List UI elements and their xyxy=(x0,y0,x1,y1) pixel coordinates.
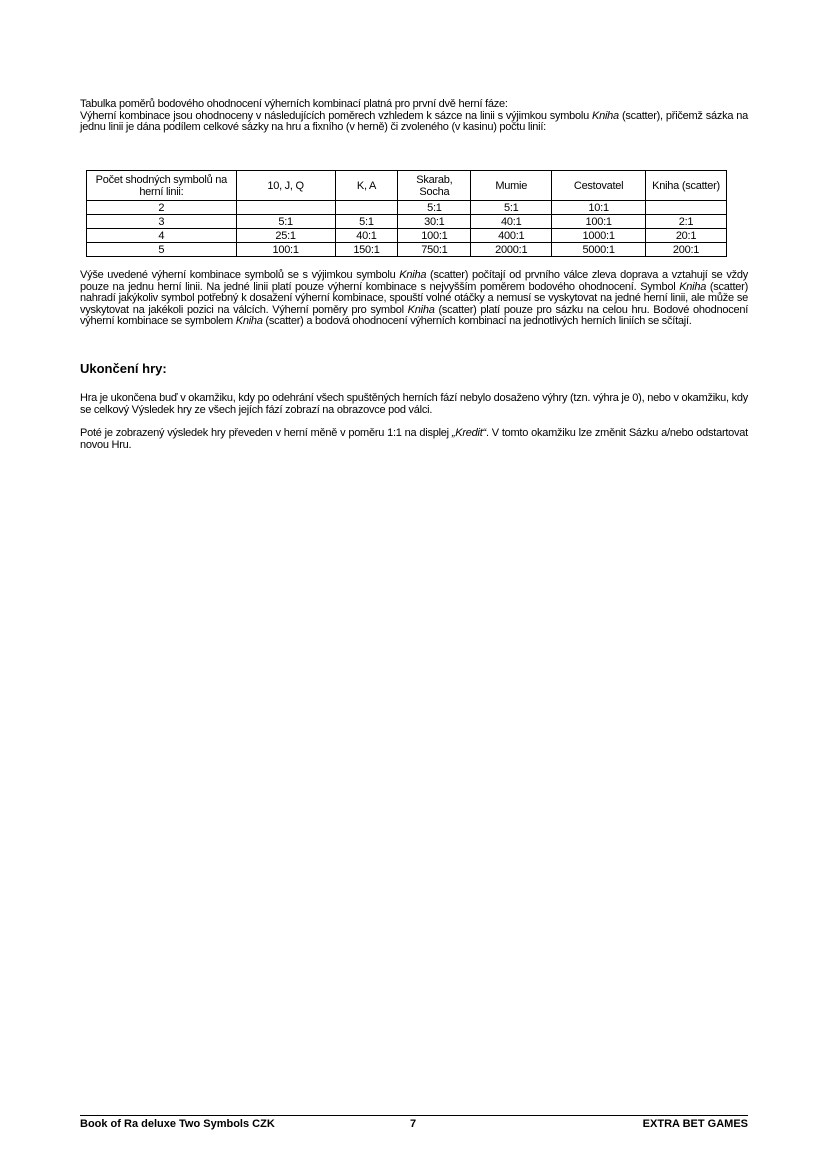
intro-line: Tabulka poměrů bodového ohodnocení výher… xyxy=(80,98,508,110)
table-cell: 40:1 xyxy=(470,214,553,229)
table-cell: 750:1 xyxy=(397,242,472,257)
italic-text: „Kredit“ xyxy=(451,427,486,439)
table-row: 5 100:1 150:1 750:1 2000:1 5000:1 200:1 xyxy=(86,242,727,257)
table-cell: 25:1 xyxy=(235,228,336,243)
table-cell: 5 xyxy=(86,242,237,257)
text: (scatter) platí pouze pro sázku na celou… xyxy=(80,303,749,328)
table-cell: 40:1 xyxy=(334,228,399,243)
table-row: 2 5:1 5:1 10:1 xyxy=(86,200,727,215)
rules-paragraph: Výše uvedené výherní kombinace symbolů s… xyxy=(80,269,749,328)
table-cell: 200:1 xyxy=(645,242,727,257)
column-header: Kniha (scatter) xyxy=(645,170,727,201)
italic-text: Kniha xyxy=(407,303,435,316)
text: (scatter) nahradí jakýkoliv symbol potře… xyxy=(80,280,748,316)
italic-text: Kniha xyxy=(235,315,263,328)
table-cell: 1000:1 xyxy=(551,228,647,243)
table-cell: 5000:1 xyxy=(551,242,647,257)
text: . V tomto okamžiku lze změnit Sázku a/ne… xyxy=(80,427,748,451)
table-cell: 5:1 xyxy=(397,200,472,215)
table-cell: 5:1 xyxy=(334,214,399,229)
table-cell: 3 xyxy=(86,214,237,229)
footer-publisher: EXTRA BET GAMES xyxy=(642,1118,748,1130)
table-cell: 400:1 xyxy=(470,228,553,243)
text: (scatter) a bodová ohodnocení výherních … xyxy=(262,315,692,328)
intro: Tabulka poměrů bodového ohodnocení výher… xyxy=(80,98,748,134)
payout-table: Počet shodných symbolů na herní linii: 10… xyxy=(86,170,727,257)
column-header: Cestovatel xyxy=(551,170,647,201)
italic-text: Kniha xyxy=(399,269,427,281)
table-cell: 20:1 xyxy=(645,228,727,243)
column-header: Mumie xyxy=(470,170,553,201)
text: Hra je ukončena buď v okamžiku, kdy po o… xyxy=(80,392,748,416)
text: Výše uvedené výherní kombinace symbolů s… xyxy=(80,269,400,281)
table-cell: 2000:1 xyxy=(470,242,553,257)
page-number: 7 xyxy=(410,1118,417,1130)
column-header: K, A xyxy=(334,170,399,201)
table-header-row: Počet shodných symbolů na herní linii: 10… xyxy=(86,170,727,201)
column-header: Počet shodných symbolů na herní linii: xyxy=(86,170,237,201)
italic-text: Kniha xyxy=(679,280,707,293)
text: (scatter), přičemž sázka na jednu linii … xyxy=(80,109,748,134)
end-paragraph: Hra je ukončena buď v okamžiku, kdy po o… xyxy=(80,392,748,416)
column-header: Skarab, Socha xyxy=(397,170,472,201)
table-cell: 5:1 xyxy=(235,214,336,229)
table-cell xyxy=(235,200,336,215)
footer-document-title: Book of Ra deluxe Two Symbols CZK xyxy=(80,1118,275,1130)
result-paragraph: Poté je zobrazený výsledek hry převeden … xyxy=(80,427,748,451)
table-cell: 4 xyxy=(86,228,237,243)
footer-divider xyxy=(80,1115,748,1116)
table-cell: 100:1 xyxy=(397,228,472,243)
table-cell: 2 xyxy=(86,200,237,215)
table-cell xyxy=(334,200,399,215)
section-heading: Ukončení hry: xyxy=(80,361,167,376)
table-cell: 100:1 xyxy=(235,242,336,257)
text: Výherní kombinace jsou ohodnoceny v násl… xyxy=(80,109,593,122)
table-cell: 5:1 xyxy=(470,200,553,215)
table-cell: 150:1 xyxy=(334,242,399,257)
italic-text: Kniha xyxy=(592,109,619,122)
table-cell xyxy=(645,200,727,215)
table-cell: 2:1 xyxy=(645,214,727,229)
text: (scatter) počítají od prvního válce zlev… xyxy=(80,269,748,293)
text: Poté je zobrazený výsledek hry převeden … xyxy=(80,427,452,439)
table-cell: 100:1 xyxy=(551,214,647,229)
table-cell: 30:1 xyxy=(397,214,472,229)
intro-paragraph: Výherní kombinace jsou ohodnoceny v násl… xyxy=(80,109,748,134)
table-cell: 10:1 xyxy=(551,200,647,215)
table-row: 3 5:1 5:1 30:1 40:1 100:1 2:1 xyxy=(86,214,727,229)
table-row: 4 25:1 40:1 100:1 400:1 1000:1 20:1 xyxy=(86,228,727,243)
column-header: 10, J, Q xyxy=(235,170,336,201)
